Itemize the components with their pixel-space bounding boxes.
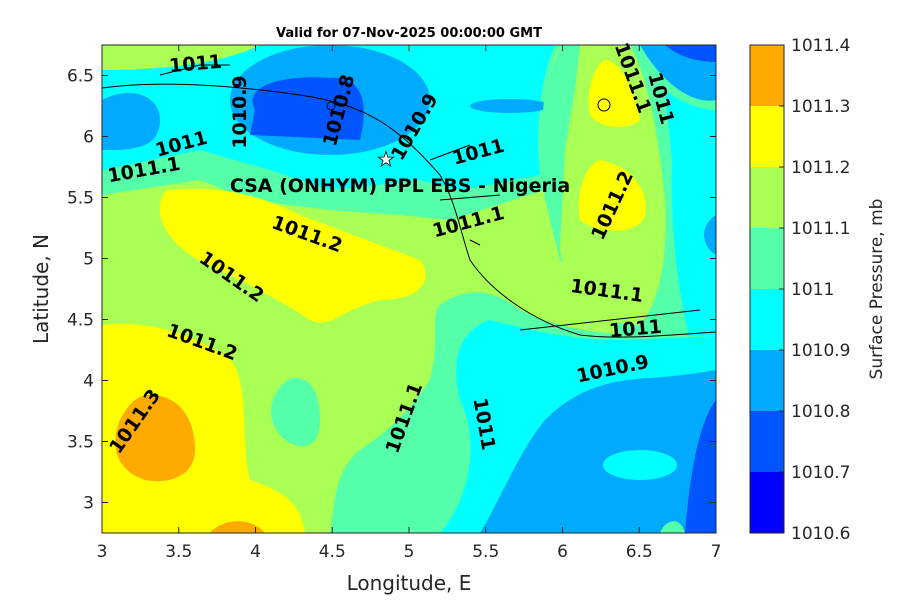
filled-contours: [102, 45, 716, 533]
y-tick-label: 5.5: [67, 189, 94, 209]
x-tick-label: 4.5: [319, 542, 346, 562]
level-1011-patch: [271, 378, 320, 447]
colorbar-tick-label: 1010.9: [791, 341, 850, 361]
x-tick-label: 6: [557, 542, 568, 562]
colorbar-tick-label: 1011: [791, 280, 834, 300]
x-tick-label: 5: [404, 542, 415, 562]
x-axis-label: Longitude, E: [347, 571, 472, 595]
y-tick-label: 6.5: [67, 67, 94, 87]
x-tick-label: 7: [711, 542, 722, 562]
level-1011.2-right: [578, 160, 646, 231]
colorbar-tick-label: 1011.4: [791, 36, 850, 56]
colorbar-band: [750, 411, 784, 472]
colorbar-band: [750, 167, 784, 228]
colorbar-tick-label: 1011.3: [791, 97, 850, 117]
site-label: CSA (ONHYM) PPL EBS - Nigeria: [230, 175, 570, 197]
level-1011-bottom-right: [660, 521, 685, 533]
chart-title: Valid for 07-Nov-2025 00:00:00 GMT: [276, 26, 542, 41]
colorbar-tick-label: 1010.6: [791, 524, 850, 544]
level-1010.8-left: [102, 92, 160, 150]
level-1010.8-bottom: [480, 370, 716, 533]
level-1011.3-bottom: [210, 521, 265, 533]
colorbar-tick-label: 1010.8: [791, 402, 850, 422]
x-tick-label: 6.5: [626, 542, 653, 562]
level-1011.2-main: [160, 188, 426, 323]
river-delta: [159, 64, 701, 331]
colorbar-band: [750, 350, 784, 411]
y-tick-label: 4: [83, 372, 94, 392]
level-1011.3-blob: [115, 395, 195, 482]
colorbar-tick-label: 1011.2: [791, 158, 850, 178]
y-axis-ticks: 3 3.5 4 4.5 5 5.5 6 6.5: [67, 67, 716, 514]
level-1011.3-dot: [597, 98, 611, 112]
colorbar-band: [750, 45, 784, 106]
contour-label: 1010.9: [229, 75, 251, 148]
y-tick-label: 4.5: [67, 311, 94, 331]
colorbar-band: [750, 472, 784, 533]
x-tick-label: 5.5: [472, 542, 499, 562]
colorbar-band: [750, 289, 784, 350]
level-1010.7-bottom-right: [685, 400, 716, 533]
contour-label: 1011: [608, 316, 663, 343]
y-tick-label: 5: [83, 250, 94, 270]
level-1011.1-top-left: [102, 45, 260, 70]
x-tick-label: 3.5: [165, 542, 192, 562]
contour-label: 1011: [168, 51, 223, 78]
level-1010.8-small: [470, 99, 550, 113]
y-tick-label: 3: [83, 494, 94, 514]
colorbar-band: [750, 228, 784, 289]
colorbar-tick-label: 1011.1: [791, 219, 850, 239]
coastline: [102, 83, 716, 338]
level-1010.9-patch: [603, 450, 677, 480]
level-1010.7-blob: [250, 77, 364, 140]
colorbar-label: Surface Pressure, mb: [867, 199, 887, 380]
y-tick-label: 6: [83, 128, 94, 148]
y-axis-label: Latitude, N: [29, 234, 53, 344]
x-axis-ticks: 3 3.5 4 4.5 5 5.5 6 6.5 7: [97, 45, 722, 562]
x-tick-label: 3: [97, 542, 108, 562]
level-1010.7-top-right: [665, 45, 716, 62]
level-1010.9-right-edge: [665, 90, 716, 340]
colorbar-band: [750, 106, 784, 167]
level-1010.8-right-mid: [704, 215, 716, 255]
x-tick-label: 4: [250, 542, 261, 562]
site-marker-star-icon: ★: [377, 147, 395, 171]
colorbar: 1010.6 1010.7 1010.8 1010.9 1011 1011.1 1011.2…: [749, 36, 850, 544]
colorbar-tick-label: 1010.7: [791, 463, 850, 483]
y-tick-label: 3.5: [67, 433, 94, 453]
level-1010.6-dot: [326, 101, 336, 111]
